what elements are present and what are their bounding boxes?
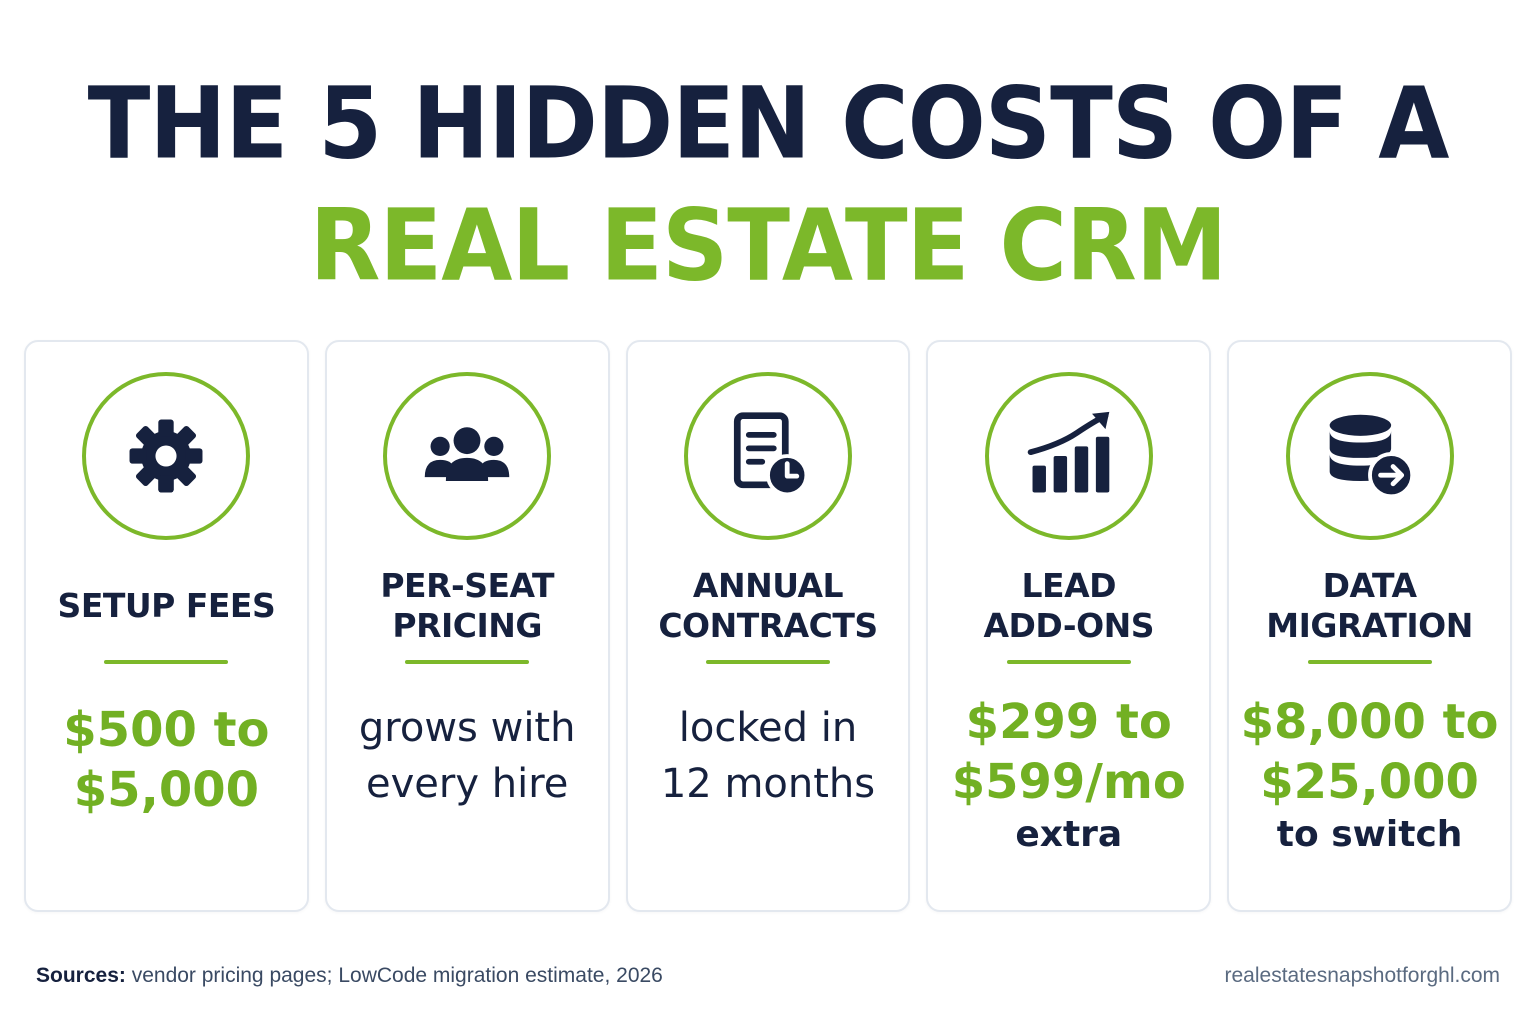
card-annual-contracts: ANNUAL CONTRACTS locked in 12 months — [625, 340, 911, 912]
card-value: locked in 12 months — [628, 692, 909, 812]
icon-ring — [984, 372, 1153, 540]
green-divider — [405, 660, 530, 664]
value-line-2: $5,000 — [73, 762, 260, 818]
card-value: $500 to $5,000 — [26, 692, 307, 820]
icon-ring — [683, 372, 852, 540]
site-url: realestatesnapshotforghl.com — [1224, 964, 1501, 987]
contract-clock-icon — [733, 412, 809, 497]
title-line-1: THE 5 HIDDEN COSTS OF A — [87, 65, 1450, 182]
card-value: grows with every hire — [327, 692, 608, 812]
value-line-2: every hire — [366, 761, 569, 807]
sources-text: vendor pricing pages; LowCode migration … — [125, 964, 663, 987]
card-value: $299 to $599/mo extra — [928, 692, 1209, 858]
card-data-migration: DATA MIGRATION $8,000 to $25,000 to swit… — [1227, 340, 1512, 912]
value-line-1: locked in — [678, 705, 858, 751]
value-line-1: $8,000 to — [1240, 694, 1499, 750]
value-note: to switch — [1276, 814, 1463, 855]
database-transfer-icon — [1329, 414, 1414, 499]
icon-ring — [1285, 372, 1454, 540]
green-divider — [1006, 660, 1131, 664]
title-line-2: REAL ESTATE CRM — [309, 187, 1228, 304]
value-note: extra — [1015, 814, 1123, 855]
card-per-seat-pricing: PER-SEAT PRICING grows with every hire — [324, 340, 610, 912]
sources-label: Sources: — [36, 964, 126, 987]
card-lead-add-ons: LEAD ADD-ONS $299 to $599/mo extra — [926, 340, 1212, 912]
green-divider — [705, 660, 830, 664]
sources-note: Sources: vendor pricing pages; LowCode m… — [36, 964, 663, 988]
gear-icon — [129, 419, 203, 493]
value-line-2: 12 months — [660, 761, 876, 807]
icon-ring — [82, 372, 251, 540]
green-divider — [104, 660, 229, 664]
cost-cards: SETUP FEES $500 to $5,000 PER- — [24, 340, 1512, 912]
green-divider — [1307, 660, 1432, 664]
card-title: LEAD ADD-ONS — [983, 566, 1155, 645]
card-setup-fees: SETUP FEES $500 to $5,000 — [24, 340, 309, 912]
page-title: THE 5 HIDDEN COSTS OF A REAL ESTATE CRM — [0, 74, 1536, 304]
card-value: $8,000 to $25,000 to switch — [1229, 692, 1510, 858]
value-line-1: $299 to — [965, 694, 1172, 750]
icon-ring — [383, 372, 552, 540]
card-title: ANNUAL CONTRACTS — [658, 566, 878, 645]
value-line-2: $25,000 — [1260, 754, 1479, 810]
card-title: PER-SEAT PRICING — [380, 566, 555, 645]
card-title: DATA MIGRATION — [1266, 566, 1473, 645]
card-title: SETUP FEES — [57, 586, 276, 625]
value-line-1: grows with — [358, 705, 576, 751]
chart-growth-icon — [1027, 411, 1110, 493]
value-line-2: $599/mo — [951, 754, 1186, 810]
users-icon — [424, 427, 510, 481]
value-line-1: $500 to — [63, 702, 270, 758]
